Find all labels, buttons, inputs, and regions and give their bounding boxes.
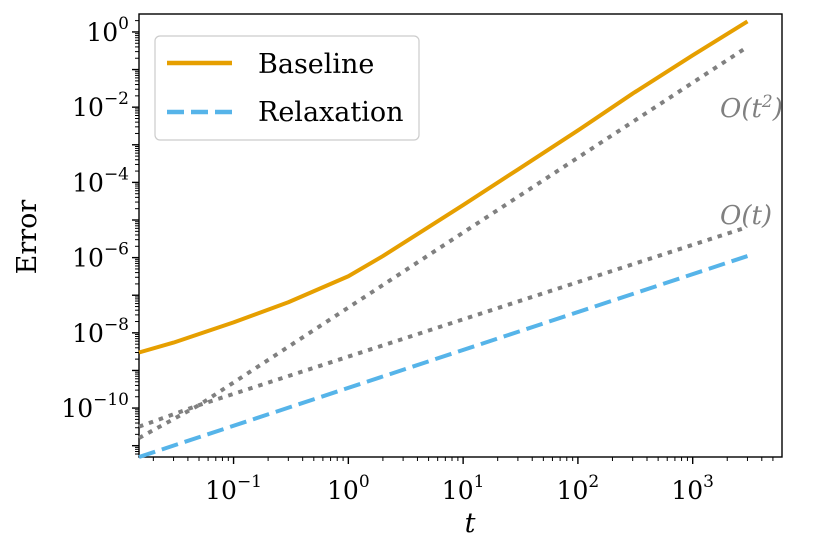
legend-label-relaxation: Relaxation (258, 97, 404, 128)
series-line-o-t-2-reference (138, 45, 749, 440)
legend: Baseline Relaxation (154, 35, 420, 141)
annotation-o-t2-exp: 2 (761, 92, 773, 112)
annotation-o-t-text: O(t) (720, 201, 772, 231)
series-line-o-t-reference (138, 225, 749, 429)
plot-frame (138, 13, 783, 458)
x-tick-label: 103 (671, 472, 714, 505)
annotation-o-t2: O(t2) (720, 92, 783, 124)
series-line-relaxation (138, 254, 749, 459)
legend-label-baseline: Baseline (258, 49, 374, 80)
y-tick-label: 100 (86, 14, 129, 47)
y-tick-label: 10−6 (72, 240, 129, 273)
series-line-baseline (138, 19, 749, 355)
svg-text:O(t2): O(t2) (720, 92, 783, 124)
x-tick-label: 100 (327, 472, 370, 505)
x-tick-label: 101 (442, 472, 485, 505)
x-axis-label: t (465, 508, 476, 539)
y-tick-label: 10−8 (72, 315, 129, 348)
x-tick-label: 10−1 (205, 472, 262, 505)
x-tick-label: 102 (557, 472, 600, 505)
y-axis-label: Error (12, 200, 43, 275)
series-layer (138, 19, 749, 459)
annotation-o-t: O(t) (720, 201, 772, 231)
y-tick-label: 10−10 (61, 390, 129, 423)
axis-ticks: 10−1 100 101 102 103 100 10−2 10−4 10−6 10−8 10−10 (61, 14, 774, 505)
y-tick-label: 10−4 (72, 164, 129, 197)
y-tick-label: 10−2 (72, 89, 129, 122)
annotation-o-t2-close: ) (772, 94, 783, 124)
annotation-o-t2-main: O(t (720, 94, 762, 124)
